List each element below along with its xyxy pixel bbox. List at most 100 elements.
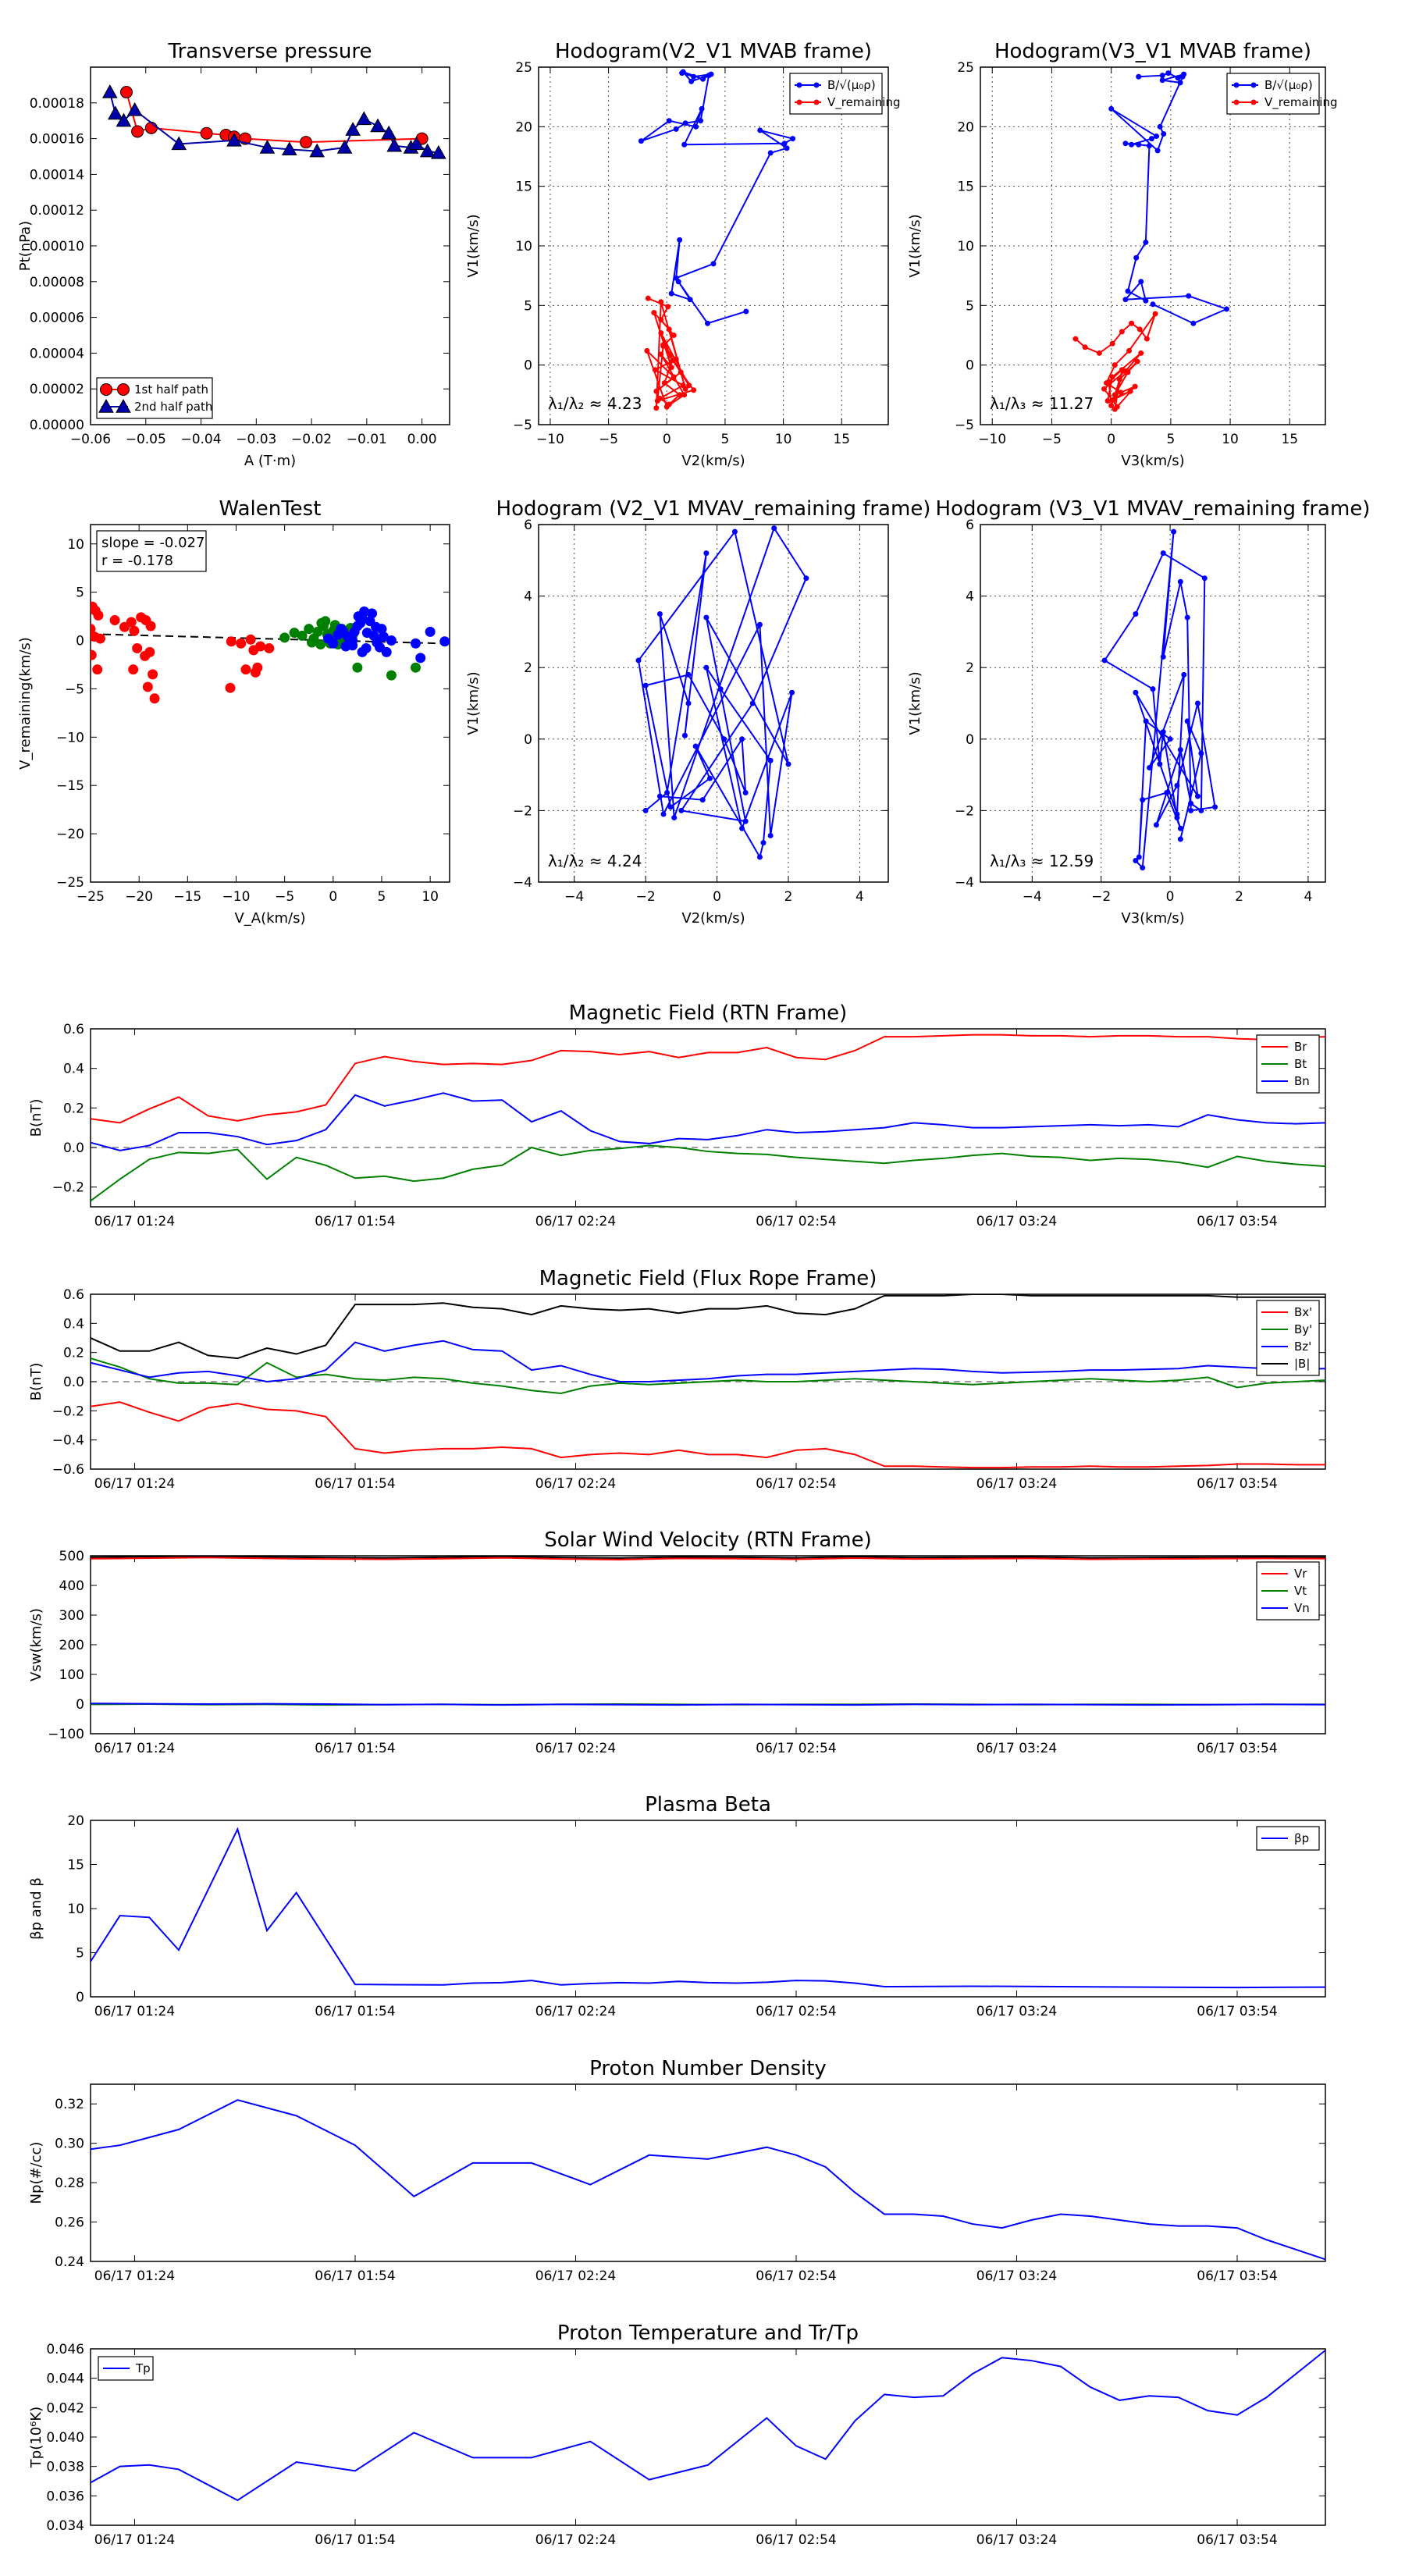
data-point xyxy=(739,736,745,742)
data-point xyxy=(658,317,664,323)
x-tick-label: −5 xyxy=(599,432,618,447)
axes-frame xyxy=(90,1820,1326,1998)
data-point xyxy=(698,118,704,124)
x-tick-label: 06/17 02:24 xyxy=(535,2004,616,2019)
data-point xyxy=(1143,239,1149,245)
data-point xyxy=(347,635,358,646)
x-tick-label: 06/17 03:24 xyxy=(976,1214,1057,1229)
y-tick-label: 20 xyxy=(515,119,532,135)
data-point xyxy=(1129,320,1135,326)
y-tick-label: 0.24 xyxy=(55,2254,84,2270)
data-point xyxy=(667,352,674,358)
x-tick-label: −0.05 xyxy=(126,432,166,447)
x-tick-label: 4 xyxy=(1304,889,1312,905)
x-tick-label: −0.04 xyxy=(180,432,221,447)
data-point xyxy=(381,125,397,140)
x-tick-label: 5 xyxy=(378,889,386,905)
x-tick-label: 06/17 01:24 xyxy=(94,2004,175,2019)
data-point xyxy=(1108,403,1115,409)
data-point xyxy=(316,617,327,628)
data-point xyxy=(1136,73,1142,80)
y-tick-label: 300 xyxy=(59,1608,84,1624)
data-point xyxy=(1154,148,1161,154)
y-tick-label: 2 xyxy=(524,660,532,676)
data-point xyxy=(349,626,360,637)
data-point xyxy=(767,150,774,156)
y-tick-label: 0.00014 xyxy=(30,167,84,183)
chart-title: Hodogram(V2_V1 MVAB frame) xyxy=(555,40,872,63)
data-point xyxy=(264,642,275,653)
data-point xyxy=(1112,392,1118,398)
x-tick-label: 2 xyxy=(784,889,793,905)
y-tick-label: 20 xyxy=(957,119,974,135)
data-point xyxy=(309,143,325,158)
data-point xyxy=(1175,75,1181,81)
data-point xyxy=(1194,793,1200,799)
chart-tp: 06/17 01:24 06/17 01:54 06/17 02:24 06/17 0… xyxy=(28,2322,1326,2548)
x-tick-label: −2 xyxy=(1091,889,1111,905)
data-point xyxy=(126,101,143,116)
data-point xyxy=(386,635,397,646)
y-tick-label: 10 xyxy=(957,239,974,254)
y-tick-label: 10 xyxy=(515,239,532,254)
y-axis-label: V1(km/s) xyxy=(907,214,923,277)
chart-title: Transverse pressure xyxy=(168,40,372,63)
series-line-Bt xyxy=(91,1144,1325,1202)
data-point xyxy=(250,667,261,678)
data-point xyxy=(664,790,670,795)
data-point xyxy=(670,358,676,364)
data-point xyxy=(408,136,425,151)
data-point xyxy=(289,628,300,639)
y-tick-label: −0.4 xyxy=(52,1433,84,1449)
data-point xyxy=(1116,376,1122,382)
data-point xyxy=(656,611,663,617)
data-point xyxy=(1177,578,1183,585)
legend-label: By' xyxy=(1294,1322,1312,1336)
data-point xyxy=(1161,130,1167,137)
y-tick-label: −5 xyxy=(955,418,974,433)
data-point xyxy=(1133,254,1140,261)
series-line-2nd half path xyxy=(108,91,439,154)
data-point xyxy=(1133,858,1139,864)
data-point xyxy=(703,614,710,621)
legend-label: B/√(μ₀ρ) xyxy=(1264,78,1313,92)
plot-area xyxy=(1101,528,1218,871)
data-point xyxy=(682,120,688,126)
data-point xyxy=(1198,807,1204,813)
x-tick-label: 06/17 02:54 xyxy=(756,1476,836,1492)
y-tick-label: −25 xyxy=(56,875,84,891)
y-tick-label: 5 xyxy=(76,585,84,601)
data-point xyxy=(700,76,706,82)
chart-walen: −25 −20 −15 −10 −5 0 5 10 −25 −20 −15 −10 −5 0 5 10 Wale… xyxy=(17,497,450,927)
y-axis-label: Pt(nPa) xyxy=(17,221,34,271)
chart-title: Proton Number Density xyxy=(589,2057,827,2080)
data-point xyxy=(682,386,688,392)
axes-frame xyxy=(90,1028,1326,1208)
data-point xyxy=(1104,397,1111,404)
x-tick-label: 06/17 03:54 xyxy=(1197,2532,1277,2548)
legend-marker xyxy=(813,82,820,88)
data-point xyxy=(790,136,796,142)
legend-marker xyxy=(1250,82,1257,88)
x-tick-label: 5 xyxy=(721,432,730,447)
y-tick-label: 0 xyxy=(966,732,974,748)
data-point xyxy=(784,145,790,151)
x-tick-label: 06/17 03:54 xyxy=(1197,2268,1277,2284)
slope-text: slope = -0.027 xyxy=(101,535,205,551)
x-tick-label: 0 xyxy=(1166,889,1175,905)
legend-box xyxy=(1226,73,1320,115)
data-point xyxy=(692,743,699,749)
y-tick-label: 0.2 xyxy=(63,1346,84,1361)
data-point xyxy=(297,630,308,641)
data-point xyxy=(757,127,763,133)
y-tick-label: −2 xyxy=(513,803,532,819)
data-point xyxy=(386,137,403,152)
x-tick-label: 06/17 01:24 xyxy=(94,1476,175,1492)
data-point xyxy=(1136,141,1142,148)
x-tick-label: 06/17 01:54 xyxy=(315,2268,395,2284)
x-tick-label: 06/17 03:54 xyxy=(1197,1476,1277,1492)
data-point xyxy=(359,606,370,617)
y-tick-label: 0.00012 xyxy=(30,203,84,219)
